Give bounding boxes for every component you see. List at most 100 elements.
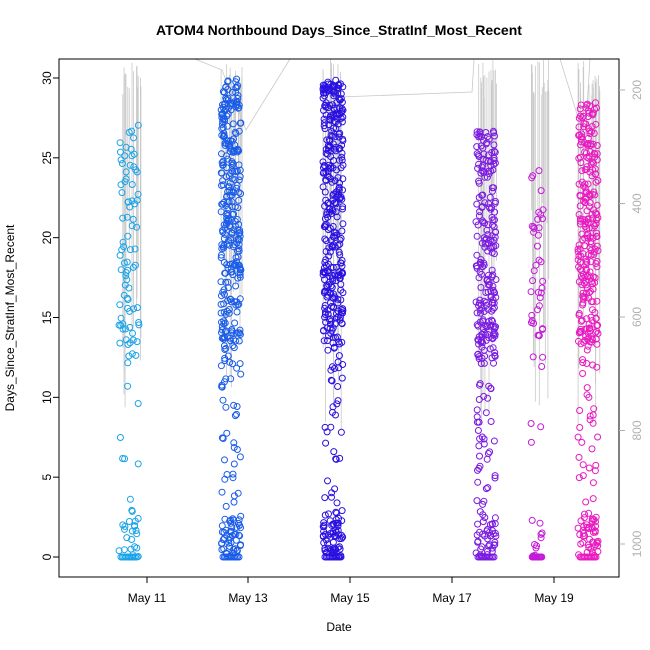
data-point: [124, 341, 132, 348]
x-tick-label: May 19: [534, 591, 574, 605]
data-point: [585, 464, 593, 472]
data-point: [339, 137, 347, 145]
data-point: [230, 531, 238, 538]
data-point: [594, 247, 602, 255]
data-point: [586, 268, 594, 276]
data-point: [484, 394, 492, 402]
data-point: [324, 78, 332, 86]
data-point: [584, 336, 592, 343]
data-point: [476, 208, 484, 216]
data-point: [119, 320, 127, 328]
data-point: [219, 288, 227, 296]
data-point: [123, 294, 131, 302]
data-point: [321, 302, 329, 309]
data-point: [577, 540, 585, 548]
data-point: [218, 539, 226, 547]
data-point: [329, 263, 337, 271]
data-point: [528, 317, 536, 324]
data-point: [325, 136, 333, 144]
data-point: [485, 278, 493, 286]
data-point: [579, 112, 587, 120]
data-point: [535, 224, 543, 232]
data-point: [235, 196, 243, 204]
data-point: [477, 142, 485, 150]
data-point: [336, 104, 344, 112]
data-point: [336, 129, 344, 137]
data-point: [330, 344, 338, 352]
data-point: [324, 168, 332, 176]
data-point: [491, 474, 499, 482]
data-point: [591, 527, 599, 535]
data-point: [483, 173, 491, 181]
data-point: [233, 410, 240, 418]
data-point: [330, 303, 337, 311]
data-point: [583, 384, 591, 392]
data-point: [592, 178, 600, 186]
data-point: [481, 243, 489, 251]
data-point: [485, 281, 493, 289]
data-point: [335, 133, 343, 141]
trace-connector: [339, 59, 475, 98]
data-point: [474, 520, 482, 528]
data-point: [589, 234, 597, 242]
data-point: [321, 530, 329, 538]
data-point: [219, 243, 227, 251]
data-point-zero: [235, 553, 243, 561]
data-point: [592, 513, 600, 521]
data-point: [574, 256, 582, 264]
data-point: [334, 383, 342, 390]
data-point: [218, 488, 226, 496]
data-point: [586, 203, 593, 211]
data-point: [582, 281, 590, 289]
data-point: [491, 472, 499, 480]
data-point: [331, 177, 339, 185]
data-point: [322, 439, 330, 447]
data-point: [537, 530, 545, 538]
data-point: [490, 304, 498, 312]
data-point: [479, 162, 487, 169]
data-point: [326, 324, 334, 332]
data-point: [327, 112, 335, 120]
data-point: [224, 278, 232, 286]
data-point: [236, 532, 244, 540]
data-point: [234, 489, 242, 497]
data-point: [528, 516, 536, 524]
data-point: [329, 101, 336, 109]
data-point: [217, 254, 225, 262]
data-point: [327, 423, 335, 431]
data-point: [234, 261, 242, 269]
data-point: [116, 251, 124, 259]
data-point: [321, 313, 329, 321]
data-point: [336, 236, 344, 244]
x-tick-label: May 17: [432, 591, 472, 605]
data-point: [327, 131, 335, 139]
data-point: [133, 196, 141, 204]
data-point: [124, 198, 132, 206]
data-point: [580, 197, 588, 205]
data-point: [580, 279, 588, 287]
data-point: [120, 546, 128, 554]
right-tick-label: 400: [630, 193, 644, 213]
data-point: [326, 143, 334, 150]
data-point: [125, 518, 133, 525]
data-point: [593, 142, 601, 149]
data-point: [583, 232, 591, 240]
data-point: [323, 136, 331, 144]
x-tick-label: May 11: [128, 591, 167, 605]
data-point: [334, 271, 342, 279]
data-point: [332, 455, 340, 463]
data-point: [221, 139, 229, 147]
data-point: [578, 167, 586, 175]
data-point: [320, 122, 328, 130]
data-point-zero: [133, 553, 141, 561]
data-point: [588, 128, 595, 136]
data-point: [226, 334, 234, 342]
data-point: [478, 191, 486, 199]
data-point: [339, 205, 346, 213]
data-point: [218, 292, 225, 300]
data-point: [579, 526, 587, 534]
data-point: [527, 438, 535, 446]
data-point: [476, 318, 484, 326]
data-point: [133, 530, 141, 538]
data-point: [584, 141, 591, 149]
